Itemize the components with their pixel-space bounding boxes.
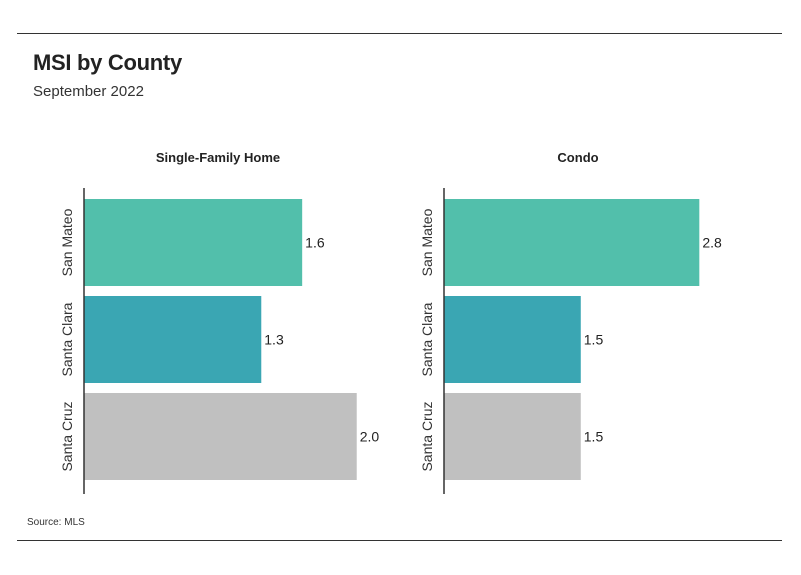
bar-santa-clara: [444, 296, 581, 383]
category-label-santa-clara: Santa Clara: [419, 302, 435, 376]
panel-single-family-home: Single-Family Home 1.6 San Mateo 1.3 Santa C…: [59, 150, 379, 494]
panel-condo: Condo 2.8 San Mateo 1.5 Santa Clara 1.5 Santa …: [419, 150, 722, 494]
bottom-rule: [17, 540, 782, 541]
bar-santa-cruz: [84, 393, 357, 480]
category-label-santa-cruz: Santa Cruz: [59, 401, 75, 471]
chart-title: MSI by County: [33, 50, 182, 75]
value-label-santa-clara: 1.5: [584, 332, 604, 348]
bar-santa-cruz: [444, 393, 581, 480]
category-label-santa-clara: Santa Clara: [59, 302, 75, 376]
category-label-san-mateo: San Mateo: [419, 208, 435, 276]
value-label-san-mateo: 2.8: [702, 235, 722, 251]
panel-title: Single-Family Home: [156, 150, 280, 165]
category-label-san-mateo: San Mateo: [59, 208, 75, 276]
bar-san-mateo: [444, 199, 700, 286]
value-label-santa-clara: 1.3: [264, 332, 284, 348]
source-note: Source: MLS: [27, 517, 85, 528]
value-label-santa-cruz: 2.0: [360, 429, 380, 445]
bar-san-mateo: [84, 199, 303, 286]
bar-santa-clara: [84, 296, 262, 383]
panel-title: Condo: [557, 150, 598, 165]
chart-subtitle: September 2022: [33, 83, 144, 100]
value-label-santa-cruz: 1.5: [584, 429, 604, 445]
category-label-santa-cruz: Santa Cruz: [419, 401, 435, 471]
value-label-san-mateo: 1.6: [305, 235, 325, 251]
top-rule: [17, 33, 782, 34]
